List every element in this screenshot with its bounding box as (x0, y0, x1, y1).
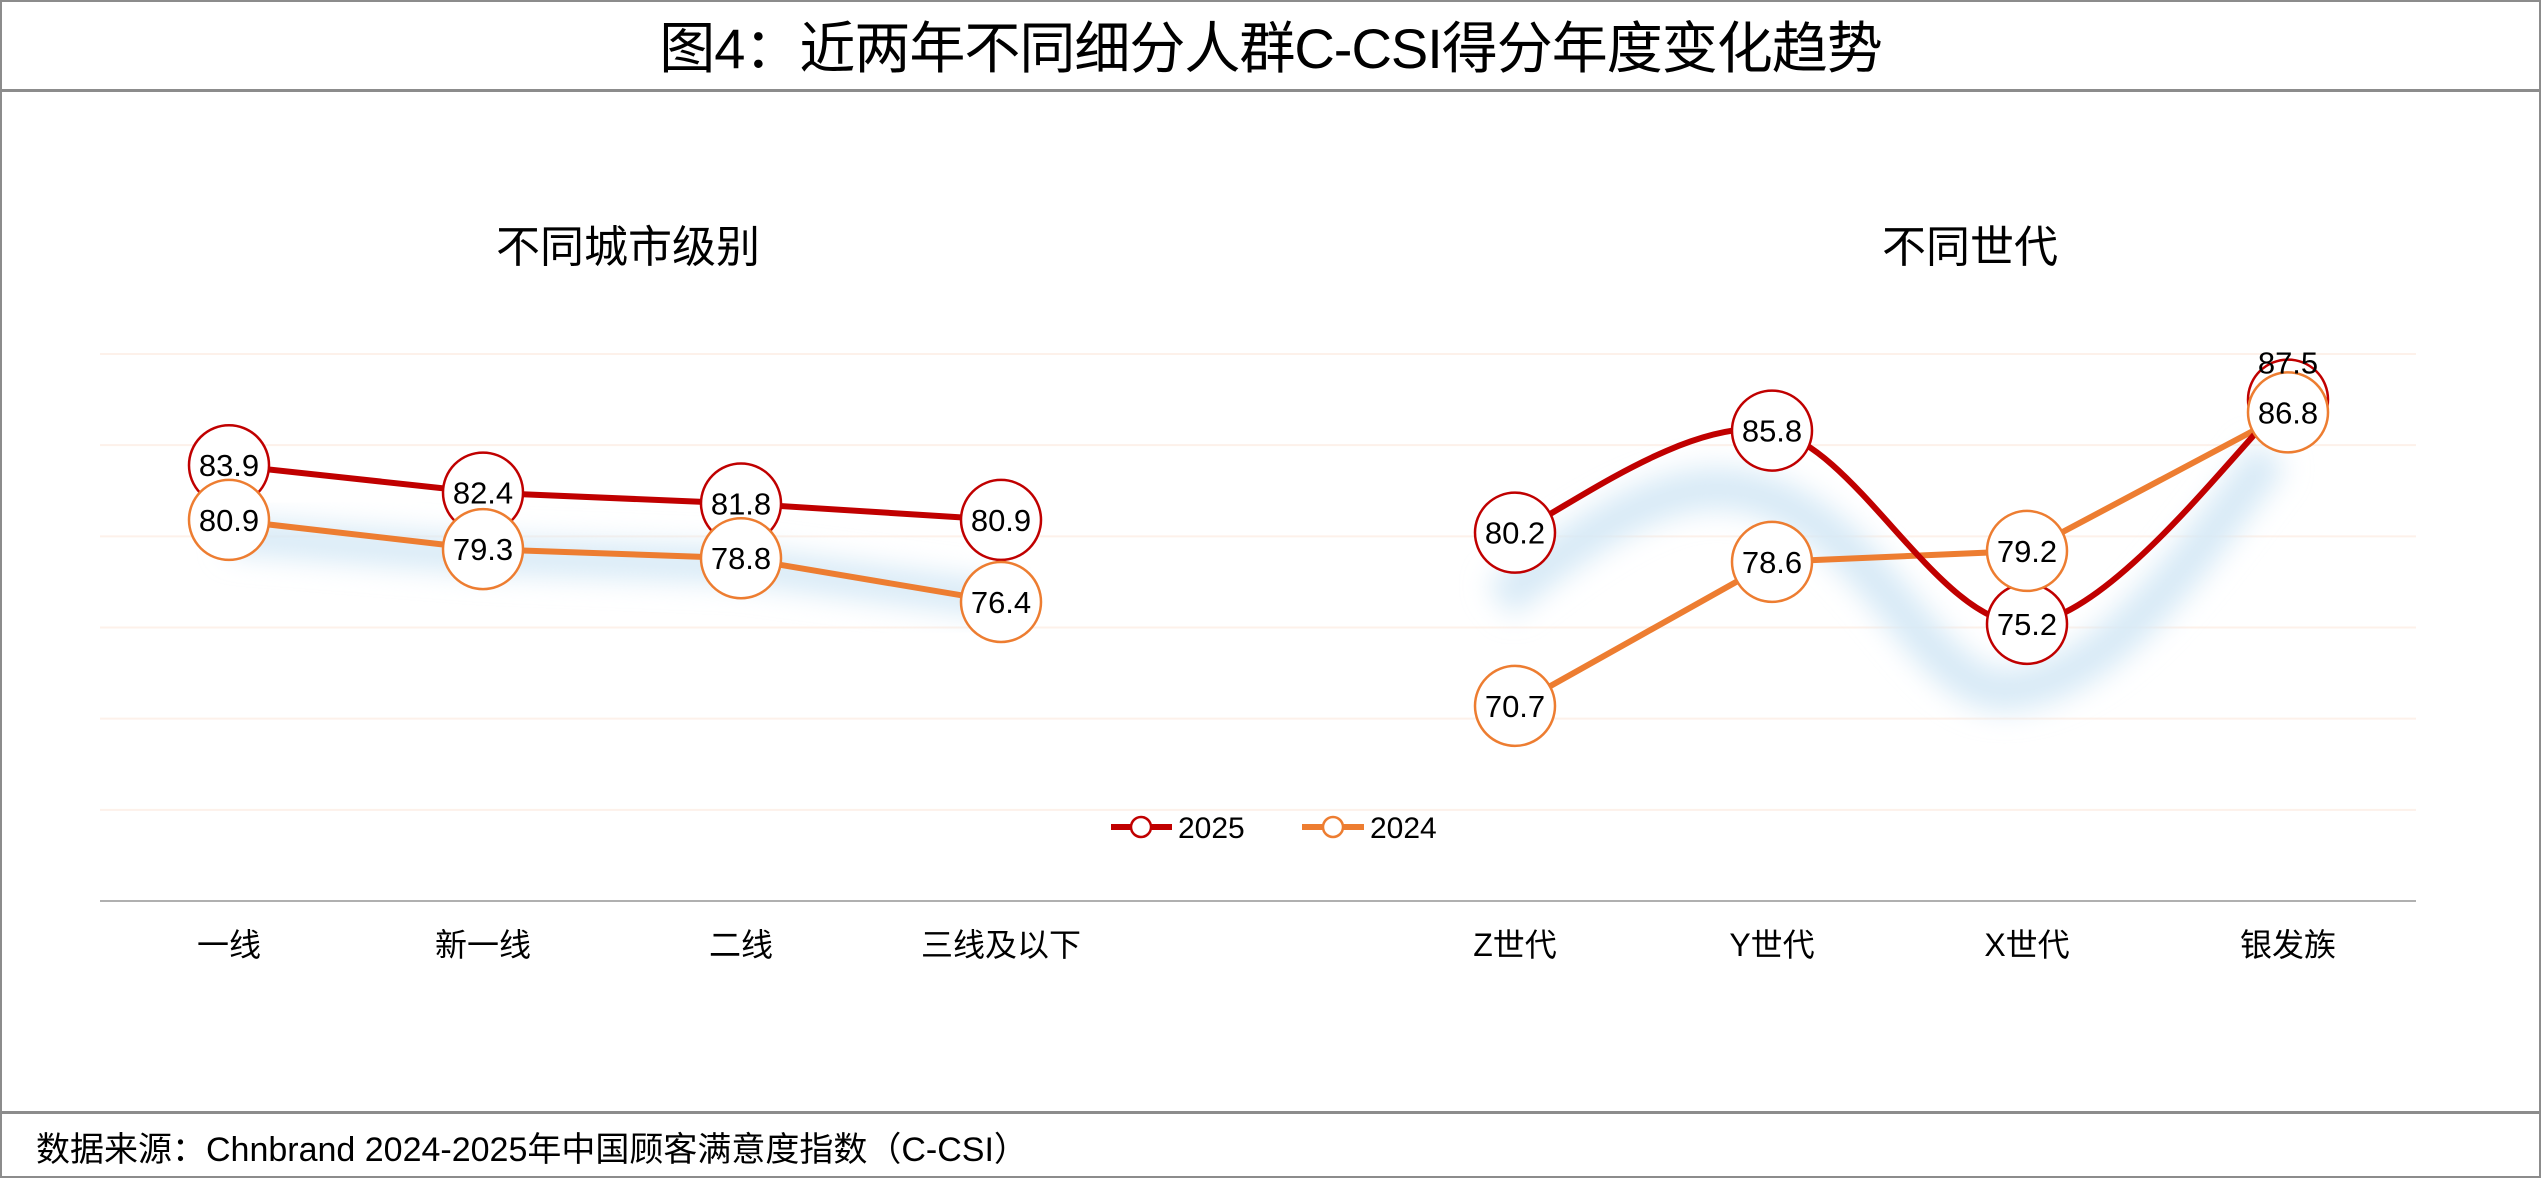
data-label-2025: 80.9 (971, 503, 1031, 538)
chart-title: 图4：近两年不同细分人群C-CSI得分年度变化趋势 (659, 17, 1883, 80)
data-label-2024: 78.8 (711, 541, 771, 576)
series-line-2025 (1513, 397, 2290, 627)
data-point-2024 (699, 516, 783, 600)
series-line-2025 (228, 462, 1002, 523)
x-tick-label: 三线及以下 (921, 927, 1081, 963)
legend: 2025 2024 (1111, 812, 1437, 845)
left-chart-subtitle: 不同城市级别 (496, 223, 760, 272)
data-label-2025: 87.5 (2258, 346, 2318, 381)
data-point-2024 (1985, 509, 2069, 593)
data-label-2024: 86.8 (2258, 395, 2318, 430)
data-point-2024 (1473, 664, 1557, 748)
legend-label-2025: 2025 (1178, 812, 1245, 845)
x-tick-label: 一线 (197, 927, 261, 963)
city-tier-chart: 一线 新一线 二线 三线及以下 83.9 82.4 81.8 80.9 80.9 79.3 78.8… (187, 423, 1081, 963)
right-chart-subtitle: 不同世代 (1882, 223, 2058, 272)
decorative-shadows (227, 442, 2286, 711)
legend-label-2024: 2024 (1370, 812, 1437, 845)
data-label-2024: 70.7 (1485, 689, 1545, 724)
gridlines (100, 353, 2416, 811)
data-label-2025: 81.8 (711, 487, 771, 522)
legend-item-2025: 2025 (1111, 812, 1245, 845)
data-point-2025 (959, 478, 1043, 562)
data-point-2025 (1473, 491, 1557, 574)
data-label-2024: 76.4 (971, 585, 1031, 620)
title-band: 图4：近两年不同细分人群C-CSI得分年度变化趋势 (0, 0, 2541, 92)
series-line-2024 (228, 516, 1002, 605)
data-label-2024: 80.9 (199, 503, 259, 538)
data-label-2025: 80.2 (1485, 516, 1545, 551)
data-label-2024: 79.3 (453, 532, 513, 567)
x-tick-label: Z世代 (1473, 927, 1557, 963)
data-point-2025 (1730, 389, 1814, 472)
x-tick-label: Y世代 (1729, 927, 1814, 963)
data-label-2025: 82.4 (453, 476, 513, 511)
legend-item-2024: 2024 (1302, 812, 1437, 845)
series-line-2024 (1513, 409, 2290, 709)
data-label-2025: 85.8 (1742, 414, 1802, 449)
shadow-wave-right (1487, 442, 2286, 711)
data-label-2025: 83.9 (199, 448, 259, 483)
data-point-2024 (441, 507, 525, 591)
x-tick-label: 二线 (709, 927, 773, 963)
data-label-2024: 78.6 (1742, 545, 1802, 580)
shadow-wave-left (227, 518, 1004, 617)
data-point-2024 (187, 478, 271, 562)
data-label-2024: 79.2 (1997, 534, 2057, 569)
data-label-2025: 75.2 (1997, 607, 2057, 642)
x-tick-label: X世代 (1984, 927, 2069, 963)
data-point-2024 (1730, 520, 1814, 604)
x-tick-label: 新一线 (435, 927, 531, 963)
source-note: 数据来源：Chnbrand 2024-2025年中国顾客满意度指数（C-CSI） (36, 1131, 1028, 1169)
footer: 数据来源：Chnbrand 2024-2025年中国顾客满意度指数（C-CSI） (0, 1111, 2541, 1179)
data-point-2024 (959, 560, 1043, 644)
x-tick-label: 银发族 (2240, 927, 2336, 963)
data-point-2024 (2246, 371, 2330, 454)
generation-chart: Z世代 Y世代 X世代 银发族 80.2 85.8 75.2 87.5 70.7 78.6 79.2… (1473, 346, 2336, 963)
